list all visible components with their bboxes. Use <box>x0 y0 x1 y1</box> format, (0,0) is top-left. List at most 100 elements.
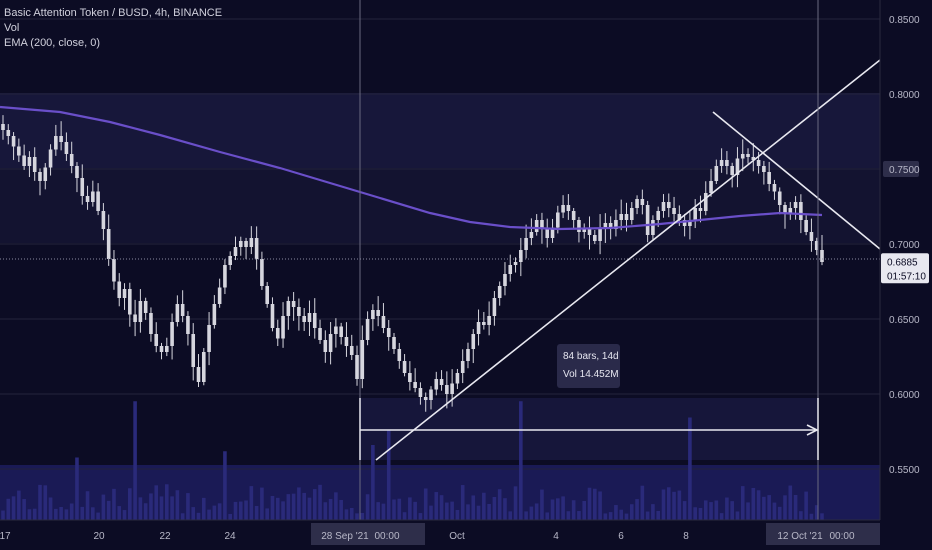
candle-body[interactable] <box>519 250 523 262</box>
candle-body[interactable] <box>709 181 713 193</box>
ema-200-line[interactable] <box>0 105 823 231</box>
candle-body[interactable] <box>682 220 687 226</box>
candle-body[interactable] <box>54 136 58 150</box>
candle-body[interactable] <box>725 160 729 166</box>
candle-body[interactable] <box>371 310 375 319</box>
candle-body[interactable] <box>445 385 449 394</box>
candle-body[interactable] <box>793 202 798 208</box>
candle-body[interactable] <box>349 346 354 355</box>
candle-body[interactable] <box>80 178 85 196</box>
candle-body[interactable] <box>175 304 180 322</box>
candle-body[interactable] <box>497 286 502 298</box>
candle-body[interactable] <box>714 166 719 181</box>
candle-body[interactable] <box>122 289 127 298</box>
candle-body[interactable] <box>286 301 291 316</box>
candle-body[interactable] <box>603 223 608 229</box>
candle-body[interactable] <box>698 208 703 211</box>
candle-body[interactable] <box>429 389 433 401</box>
candle-body[interactable] <box>540 220 544 229</box>
candle-body[interactable] <box>212 304 217 325</box>
candle-body[interactable] <box>820 250 824 262</box>
candle-body[interactable] <box>524 238 528 250</box>
candle-body[interactable] <box>482 322 486 325</box>
candle-body[interactable] <box>244 241 248 247</box>
candle-body[interactable] <box>598 229 602 241</box>
candle-body[interactable] <box>27 157 32 166</box>
candle-body[interactable] <box>466 349 470 361</box>
candle-body[interactable] <box>334 326 338 335</box>
candle-body[interactable] <box>32 157 37 172</box>
candle-body[interactable] <box>85 196 90 202</box>
candle-body[interactable] <box>762 166 766 172</box>
candle-body[interactable] <box>556 212 560 228</box>
candle-body[interactable] <box>265 286 269 304</box>
candle-body[interactable] <box>101 211 106 229</box>
candle-body[interactable] <box>402 361 407 373</box>
candle-body[interactable] <box>133 314 137 323</box>
candle-body[interactable] <box>75 166 79 178</box>
ema-indicator-label[interactable]: EMA (200, close, 0) <box>4 37 100 49</box>
candle-body[interactable] <box>471 334 476 349</box>
candle-body[interactable] <box>677 214 682 220</box>
candle-body[interactable] <box>48 149 53 168</box>
candle-body[interactable] <box>799 202 803 220</box>
candle-body[interactable] <box>365 319 370 340</box>
candle-body[interactable] <box>661 202 666 211</box>
candle-body[interactable] <box>418 388 423 397</box>
candle-body[interactable] <box>1 124 5 130</box>
candle-body[interactable] <box>751 157 756 160</box>
candle-body[interactable] <box>376 310 380 316</box>
candle-body[interactable] <box>788 208 793 214</box>
candle-body[interactable] <box>513 262 518 265</box>
candle-body[interactable] <box>165 346 169 352</box>
candle-body[interactable] <box>17 146 21 156</box>
candle-body[interactable] <box>112 259 116 282</box>
candle-body[interactable] <box>545 229 550 238</box>
candle-body[interactable] <box>154 334 159 346</box>
candle-body[interactable] <box>450 383 454 395</box>
candle-body[interactable] <box>624 214 629 220</box>
candle-body[interactable] <box>550 227 555 239</box>
candle-body[interactable] <box>645 205 650 235</box>
candle-body[interactable] <box>38 172 42 181</box>
candle-body[interactable] <box>318 328 322 340</box>
candle-body[interactable] <box>196 367 201 382</box>
candle-body[interactable] <box>672 208 676 214</box>
candle-body[interactable] <box>561 205 565 213</box>
candle-body[interactable] <box>138 301 143 322</box>
candle-body[interactable] <box>69 154 74 166</box>
candle-body[interactable] <box>360 340 365 379</box>
candle-body[interactable] <box>730 166 734 175</box>
candle-body[interactable] <box>328 334 333 352</box>
candle-body[interactable] <box>159 346 164 352</box>
candle-body[interactable] <box>64 142 69 154</box>
candle-body[interactable] <box>693 208 697 220</box>
candle-body[interactable] <box>740 154 745 159</box>
candle-body[interactable] <box>392 337 396 349</box>
candle-body[interactable] <box>339 326 343 338</box>
candle-body[interactable] <box>254 238 259 259</box>
candle-body[interactable] <box>460 361 465 373</box>
candle-body[interactable] <box>735 158 740 176</box>
candle-body[interactable] <box>640 199 645 205</box>
candle-body[interactable] <box>814 241 819 250</box>
candle-body[interactable] <box>577 220 581 232</box>
candle-body[interactable] <box>688 220 692 226</box>
candle-body[interactable] <box>772 184 777 192</box>
candle-body[interactable] <box>207 325 211 352</box>
candle-body[interactable] <box>582 227 587 233</box>
candle-body[interactable] <box>281 316 285 339</box>
candle-body[interactable] <box>783 205 787 214</box>
candle-body[interactable] <box>275 328 280 339</box>
candle-body[interactable] <box>534 220 539 232</box>
candle-body[interactable] <box>508 265 513 274</box>
candle-body[interactable] <box>635 199 639 208</box>
candle-body[interactable] <box>128 289 132 315</box>
candle-body[interactable] <box>719 160 724 166</box>
candle-body[interactable] <box>297 307 301 316</box>
candle-body[interactable] <box>307 313 312 322</box>
candle-body[interactable] <box>566 205 571 211</box>
candle-body[interactable] <box>186 316 190 334</box>
symbol-title[interactable]: Basic Attention Token / BUSD, 4h, BINANC… <box>4 7 223 19</box>
